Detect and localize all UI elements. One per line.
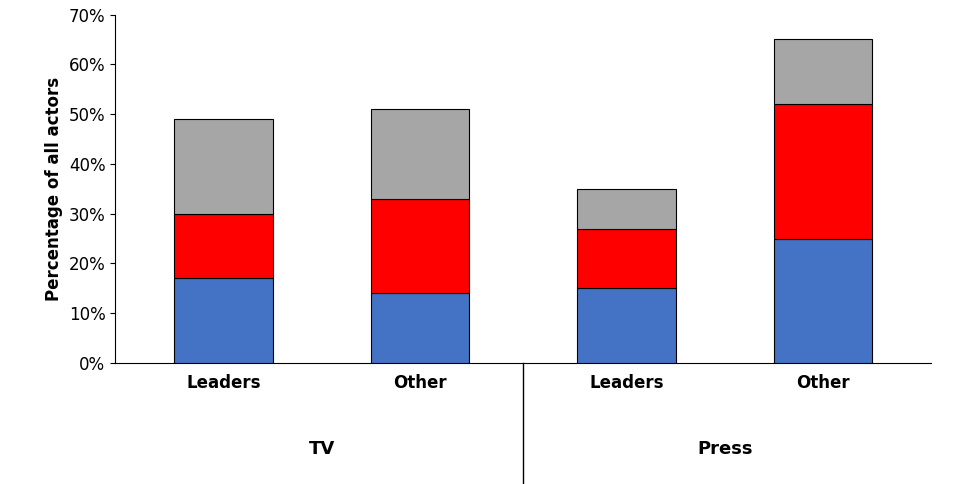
Text: TV: TV [308,439,335,458]
Bar [577,228,676,288]
Bar [577,189,676,228]
Bar [371,293,469,363]
Bar [174,278,273,363]
Y-axis label: Percentage of all actors: Percentage of all actors [45,76,63,301]
Bar [774,239,873,363]
Text: Press: Press [697,439,753,458]
Bar [774,104,873,239]
Bar [371,199,469,293]
Bar [174,119,273,213]
Bar [577,288,676,363]
Bar [174,213,273,278]
Bar [774,39,873,104]
Bar [371,109,469,199]
